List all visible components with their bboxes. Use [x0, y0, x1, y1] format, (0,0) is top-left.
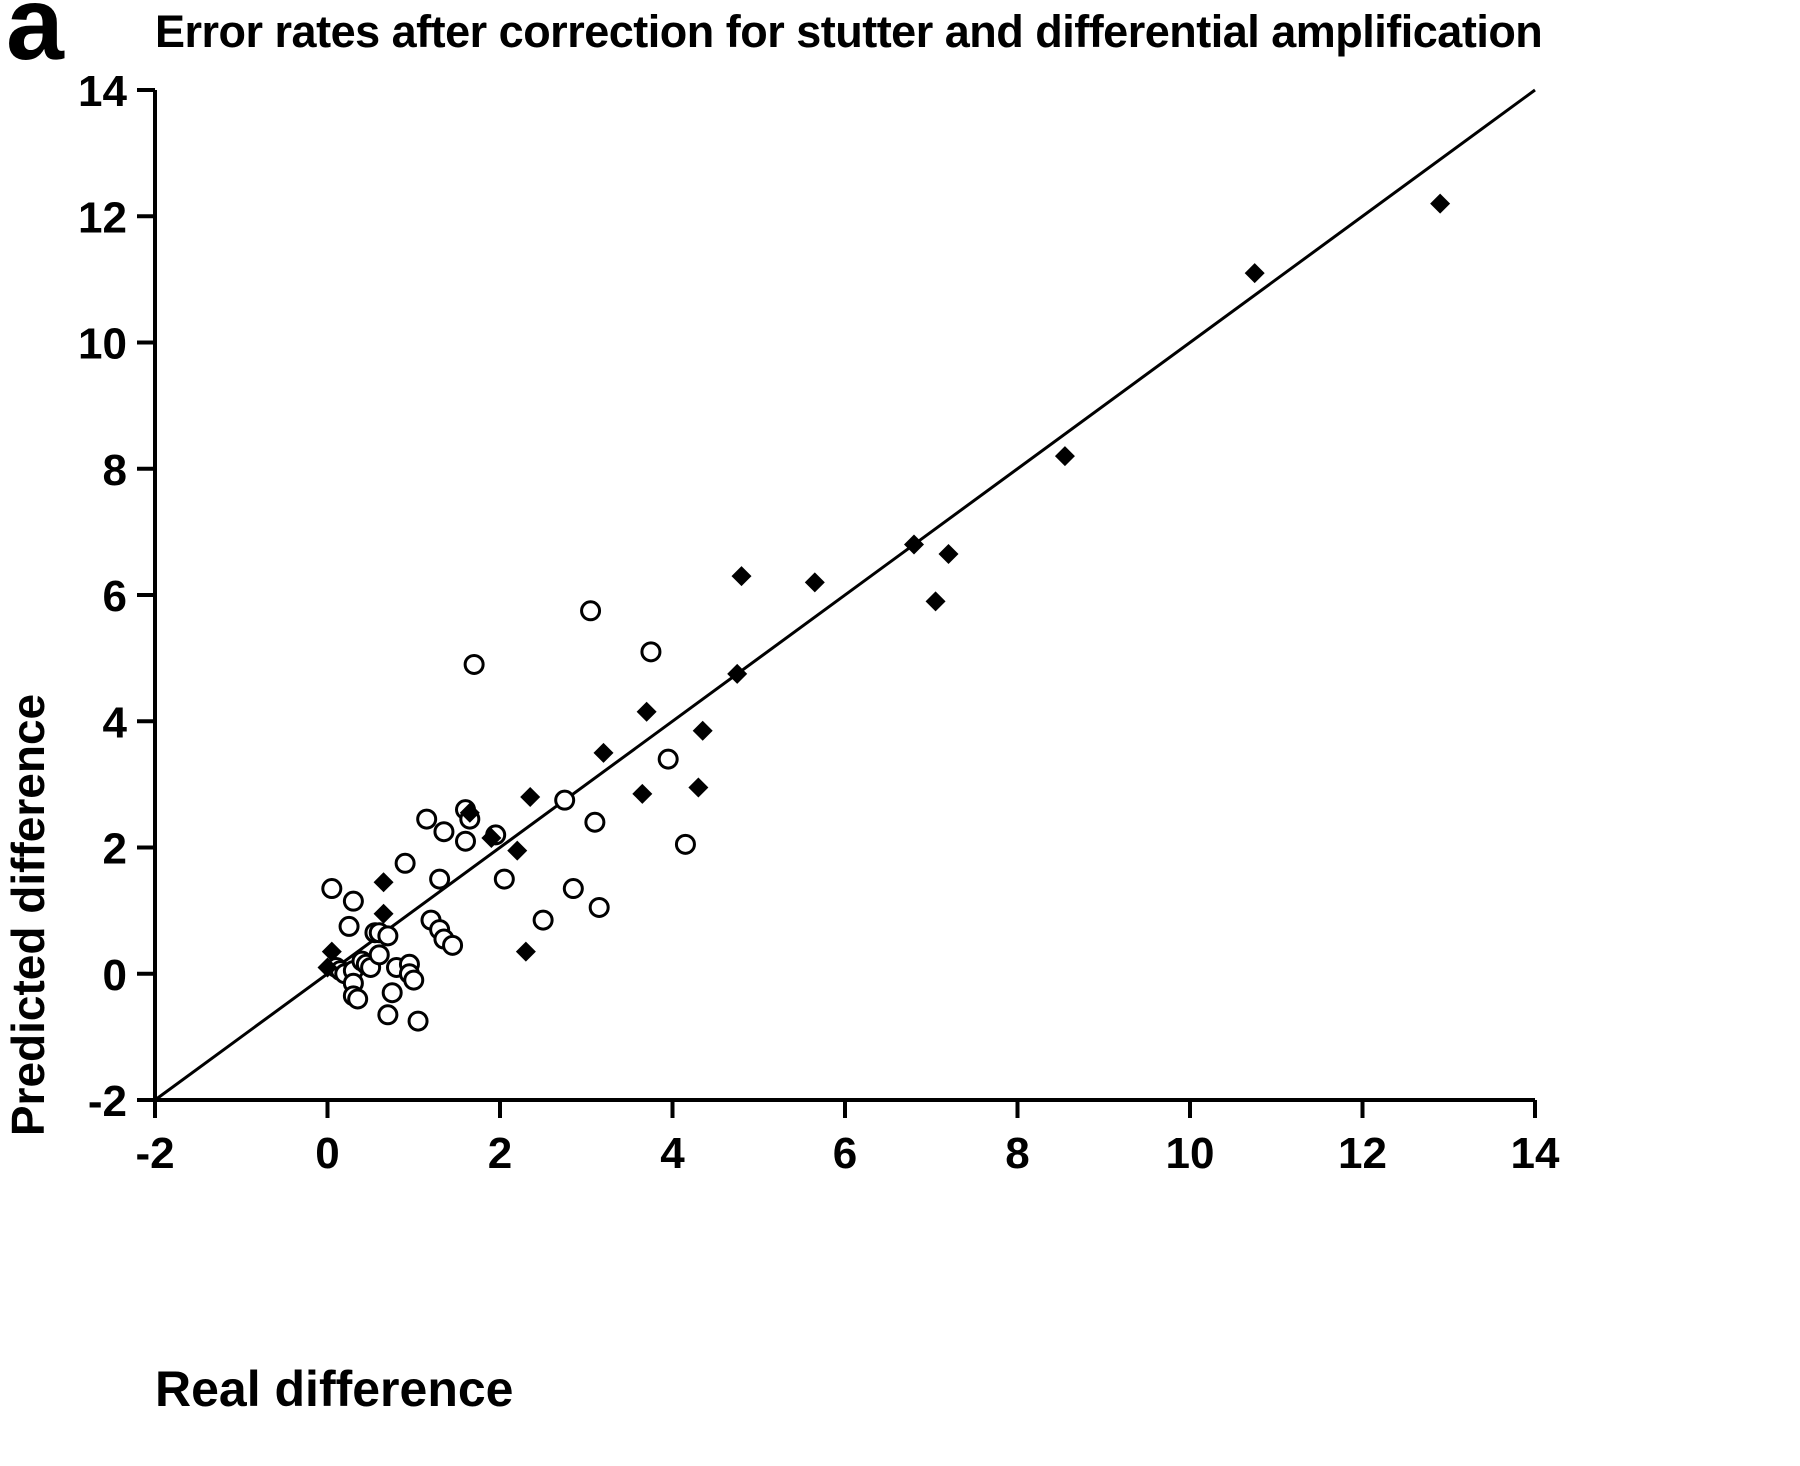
- data-point-circle: [562, 878, 584, 900]
- data-point-diamond: [804, 572, 825, 593]
- data-point-diamond: [373, 872, 394, 893]
- data-point-circle: [493, 868, 515, 890]
- data-point-diamond: [727, 663, 748, 684]
- data-point-diamond: [317, 957, 338, 978]
- data-point-diamond: [632, 783, 653, 804]
- data-point-diamond: [593, 742, 614, 763]
- data-point-circle: [368, 944, 390, 966]
- data-point-circle: [640, 641, 662, 663]
- x-tick-label: 6: [833, 1129, 857, 1178]
- y-tick-label: 14: [78, 67, 127, 116]
- chart-title: Error rates after correction for stutter…: [155, 6, 1543, 57]
- data-point-circle: [321, 878, 343, 900]
- data-point-diamond: [507, 840, 528, 861]
- x-tick-label: 14: [1511, 1129, 1560, 1178]
- y-tick-label: -2: [88, 1077, 127, 1126]
- y-tick-label: 8: [103, 446, 127, 495]
- y-tick-label: 6: [103, 572, 127, 621]
- data-point-circle: [381, 982, 403, 1004]
- data-point-circle: [580, 600, 602, 622]
- data-point-diamond: [481, 828, 502, 849]
- data-point-circle: [455, 830, 476, 852]
- data-point-diamond: [938, 543, 959, 564]
- data-point-diamond: [1244, 263, 1265, 284]
- x-tick-label: 0: [315, 1129, 339, 1178]
- data-point-circle: [588, 896, 610, 918]
- x-tick-label: 10: [1166, 1129, 1215, 1178]
- x-tick-label: 12: [1338, 1129, 1387, 1178]
- y-tick-label: 12: [78, 193, 127, 242]
- data-point-circle: [416, 808, 438, 830]
- data-point-circle: [403, 969, 425, 991]
- data-point-diamond: [731, 566, 752, 587]
- data-point-circle: [657, 748, 679, 770]
- data-point-diamond: [1430, 193, 1451, 214]
- data-point-circle: [338, 915, 360, 937]
- data-point-diamond: [515, 941, 536, 962]
- identity-line: [154, 88, 1536, 1102]
- data-point-circle: [442, 934, 464, 956]
- y-tick-label: 10: [78, 320, 127, 369]
- data-point-diamond: [373, 903, 394, 924]
- data-point-circle: [584, 811, 606, 833]
- data-point-circle: [429, 868, 451, 890]
- data-point-circle: [394, 852, 416, 874]
- data-point-circle: [433, 821, 455, 843]
- y-axis-label: Predicted difference: [2, 693, 54, 1137]
- data-point-circle: [347, 988, 369, 1010]
- data-point-diamond: [520, 787, 541, 807]
- panel-label: a: [6, 0, 64, 82]
- x-tick-label: 8: [1005, 1129, 1029, 1178]
- data-point-circle: [342, 890, 364, 912]
- y-tick-label: 2: [103, 825, 127, 874]
- data-point-circle: [377, 1004, 399, 1026]
- x-tick-label: 2: [488, 1129, 512, 1178]
- data-point-diamond: [904, 534, 924, 555]
- x-tick-label: 4: [660, 1129, 685, 1178]
- data-point-circle: [377, 925, 399, 947]
- data-point-diamond: [321, 941, 342, 962]
- data-point-diamond: [692, 720, 713, 741]
- x-tick-label: -2: [135, 1129, 174, 1178]
- data-point-diamond: [636, 701, 657, 722]
- x-axis-label: Real difference: [155, 1361, 514, 1417]
- data-point-circle: [463, 653, 485, 675]
- data-point-diamond: [459, 802, 480, 823]
- data-point-diamond: [925, 591, 946, 612]
- data-point-circle: [554, 789, 576, 811]
- data-point-diamond: [1054, 446, 1075, 467]
- data-point-circle: [532, 909, 554, 931]
- y-tick-label: 0: [103, 951, 127, 1000]
- scatter-plot: -2 0 2 4 6 8 10 12 14 -2 0 2 4 6 8 10 12 14: [78, 67, 1560, 1178]
- data-point-circle: [674, 833, 696, 855]
- data-point-diamond: [688, 777, 709, 798]
- data-point-circle: [407, 1010, 429, 1032]
- y-tick-label: 4: [103, 698, 128, 747]
